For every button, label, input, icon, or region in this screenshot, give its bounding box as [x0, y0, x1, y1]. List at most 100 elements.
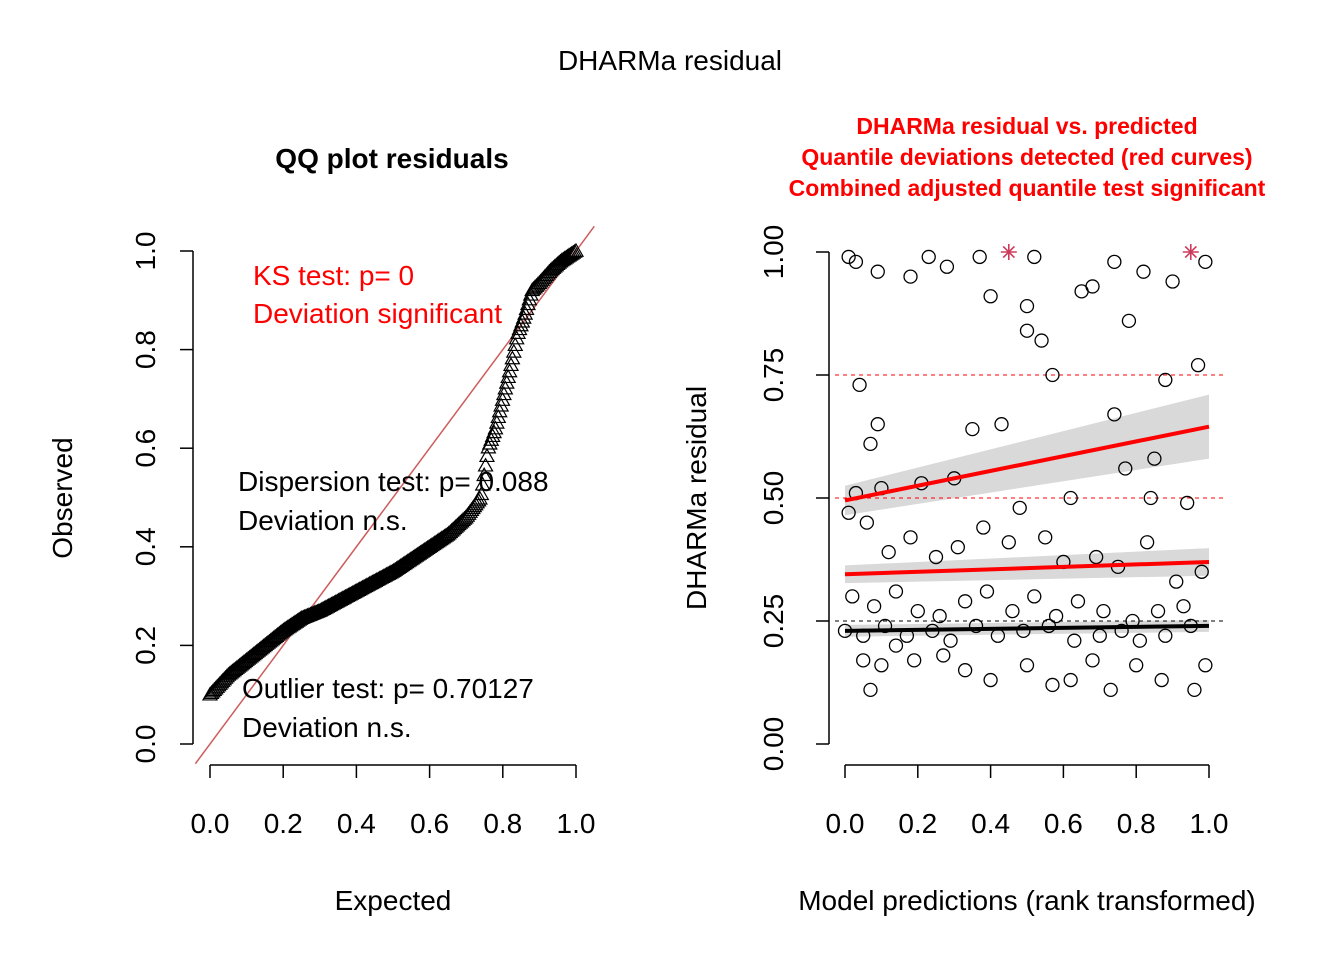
outlier-star-stroke	[1002, 245, 1015, 259]
residual-point	[1005, 604, 1020, 619]
residual-title-line1: DHARMa residual vs. predicted	[856, 113, 1197, 139]
qq-point	[560, 247, 577, 262]
residual-point	[1165, 274, 1180, 289]
residual-point	[1096, 604, 1111, 619]
qq-point	[486, 424, 503, 439]
residual-point	[1198, 254, 1213, 269]
residual-point	[1180, 495, 1195, 511]
residual-point	[994, 417, 1009, 432]
qq-x-axis: 0.0 0.2 0.4 0.6 0.8 1.0	[191, 764, 595, 839]
residual-point	[1063, 490, 1078, 506]
residual-point	[903, 269, 918, 284]
qq-x-tick-label: 0.0	[191, 808, 230, 839]
qq-test-annotations: KS test: p= 0 Deviation significant Disp…	[238, 260, 549, 743]
residual-y-tick-label: 0.00	[758, 717, 789, 772]
residual-point	[1085, 653, 1100, 668]
residual-x-tick-label: 0.2	[898, 808, 937, 839]
residual-point	[1176, 599, 1191, 614]
residual-point	[968, 618, 984, 634]
residual-y-axis: 0.00 0.25 0.50 0.75 1.00	[758, 225, 830, 772]
outlier-star	[1182, 244, 1199, 260]
residual-y-tick-label: 1.00	[758, 225, 789, 280]
qq-x-tick-label: 0.4	[337, 808, 376, 839]
residual-point	[1070, 594, 1086, 609]
residual-title-line3: Combined adjusted quantile test signific…	[789, 175, 1266, 201]
residual-x-tick-label: 0.6	[1044, 808, 1083, 839]
qq-y-axis: 0.0 0.2 0.4 0.6 0.8 1.0	[130, 232, 194, 764]
residual-point	[957, 663, 973, 678]
qq-point	[517, 305, 534, 320]
residual-point	[877, 618, 893, 634]
residual-point	[866, 599, 882, 614]
qq-panel: QQ plot residuals 0.0 0.2 0.4 0.6 0.8 1.0 0.0…	[47, 143, 595, 916]
residual-point	[1150, 604, 1166, 619]
residual-point	[1019, 298, 1035, 314]
residual-point	[841, 505, 856, 520]
residual-point	[932, 608, 947, 624]
residual-point	[1190, 358, 1206, 373]
residual-point	[1074, 284, 1089, 299]
residual-point	[1132, 633, 1147, 648]
qq-point	[483, 431, 500, 446]
qq-point	[511, 321, 528, 336]
residual-point	[1158, 372, 1173, 388]
residual-point	[874, 658, 889, 673]
residual-point	[881, 544, 896, 560]
qq-point	[510, 324, 527, 339]
residual-point	[1121, 313, 1137, 329]
residual-title-line2: Quantile deviations detected (red curves…	[801, 144, 1252, 170]
residual-plot-area	[835, 244, 1224, 698]
residual-point	[888, 638, 904, 653]
residual-point	[1019, 323, 1035, 338]
residual-point	[1118, 461, 1133, 476]
residual-point	[1027, 589, 1042, 604]
qq-point	[478, 447, 496, 463]
residual-point	[1136, 264, 1151, 279]
qq-point	[567, 242, 585, 257]
qq-x-tick-label: 0.8	[483, 808, 522, 839]
residual-point	[972, 249, 987, 265]
qq-point	[515, 309, 532, 324]
qq-plot-area	[194, 225, 595, 765]
qq-y-tick-label: 0.8	[130, 330, 161, 369]
residual-x-axis-label: Model predictions (rank transformed)	[798, 885, 1256, 916]
residual-point	[1027, 249, 1042, 265]
residual-point	[1045, 367, 1060, 383]
residual-point	[983, 289, 998, 304]
quantile-fit-line	[844, 559, 1210, 577]
dispersion-test-text: Dispersion test: p= 0.088	[238, 466, 549, 497]
outlier-star	[1000, 244, 1017, 260]
residual-x-tick-label: 0.4	[971, 808, 1010, 839]
residual-point	[936, 648, 951, 663]
qq-x-axis-label: Expected	[335, 885, 452, 916]
residual-point	[1198, 658, 1213, 673]
qq-point	[476, 467, 493, 482]
residual-point	[848, 254, 864, 269]
dispersion-deviation-text: Deviation n.s.	[238, 505, 408, 536]
residual-x-axis: 0.0 0.2 0.4 0.6 0.8 1.0	[826, 764, 1228, 839]
qq-point	[474, 476, 491, 491]
residual-point	[1187, 682, 1202, 698]
qq-y-tick-label: 0.6	[130, 429, 161, 468]
residual-point	[1001, 535, 1016, 550]
residual-point	[921, 249, 936, 265]
residual-point	[863, 436, 878, 452]
quantile-confidence-band	[845, 548, 1209, 584]
qq-x-tick-label: 0.2	[264, 808, 303, 839]
qq-y-tick-label: 0.4	[130, 527, 161, 566]
qq-point	[566, 243, 583, 258]
residual-point	[1114, 623, 1129, 638]
residual-point	[859, 515, 874, 530]
residual-point	[1089, 549, 1104, 565]
residual-y-tick-label: 0.50	[758, 471, 789, 526]
qq-point	[512, 317, 529, 332]
residual-y-tick-label: 0.25	[758, 594, 789, 649]
qq-y-tick-label: 0.0	[130, 725, 161, 764]
ks-deviation-text: Deviation significant	[253, 298, 502, 329]
residual-point	[943, 633, 958, 648]
qq-point	[565, 244, 582, 259]
qq-point	[480, 439, 497, 454]
residual-point	[845, 589, 860, 604]
residual-point	[1147, 451, 1162, 466]
